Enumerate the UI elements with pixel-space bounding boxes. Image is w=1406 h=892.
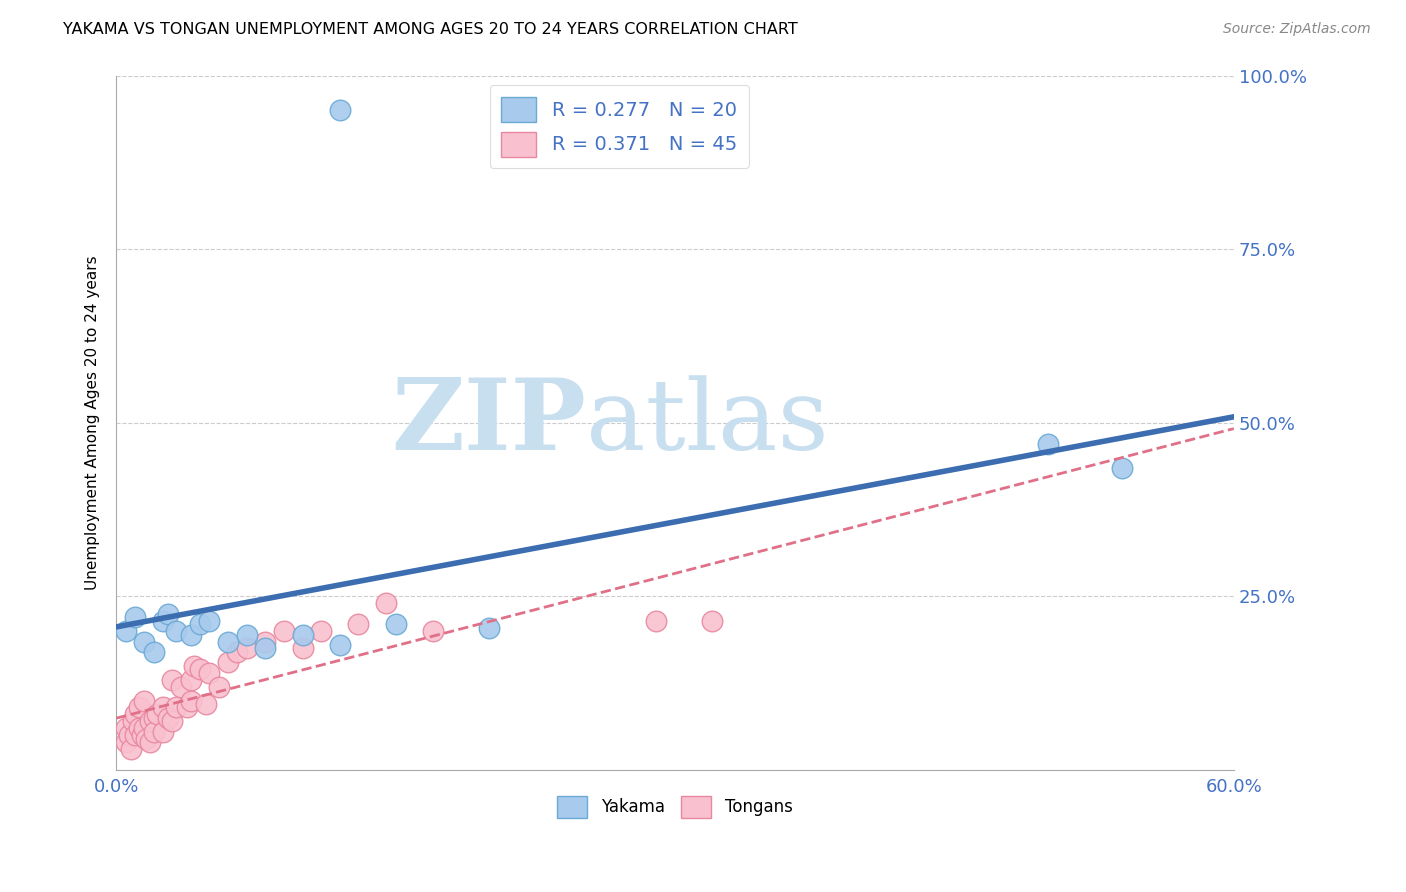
Point [329,638,352,652]
Point [160,673,183,687]
Point [152,614,174,628]
Point [198,665,221,680]
Point [180,693,202,707]
Point [1111,461,1133,475]
Text: Source: ZipAtlas.com: Source: ZipAtlas.com [1223,22,1371,37]
Point [176,700,198,714]
Point [188,617,211,632]
Text: atlas: atlas [586,375,828,471]
Point [165,624,187,639]
Point [157,607,180,621]
Point [131,728,153,742]
Point [124,728,146,742]
Point [235,641,257,656]
Point [114,624,136,639]
Point [254,634,277,648]
Point [180,673,202,687]
Point [422,624,444,639]
Point [226,645,249,659]
Point [208,680,231,694]
Point [384,617,406,632]
Point [478,621,501,635]
Point [217,656,239,670]
Point [122,714,145,729]
Point [114,722,136,736]
Point [254,641,277,656]
Point [114,735,136,749]
Point [142,724,165,739]
Point [152,724,174,739]
Point [291,641,314,656]
Point [134,722,156,736]
Point [194,697,217,711]
Point [160,714,183,729]
Point [120,742,142,756]
Point [347,617,370,632]
Point [134,693,156,707]
Point [128,722,150,736]
Point [139,714,162,729]
Text: ZIP: ZIP [391,375,586,471]
Point [152,700,174,714]
Point [183,658,205,673]
Point [291,627,314,641]
Point [135,731,157,746]
Point [124,610,146,624]
Point [198,614,221,628]
Point [273,624,295,639]
Point [188,662,211,676]
Point [165,700,187,714]
Point [128,700,150,714]
Point [134,634,156,648]
Y-axis label: Unemployment Among Ages 20 to 24 years: Unemployment Among Ages 20 to 24 years [86,255,100,591]
Point [329,103,352,118]
Point [146,707,169,722]
Point [217,634,239,648]
Point [180,627,202,641]
Point [375,596,398,610]
Point [139,735,162,749]
Point [235,627,257,641]
Point [118,728,141,742]
Point [142,645,165,659]
Text: YAKAMA VS TONGAN UNEMPLOYMENT AMONG AGES 20 TO 24 YEARS CORRELATION CHART: YAKAMA VS TONGAN UNEMPLOYMENT AMONG AGES… [63,22,799,37]
Point [142,711,165,725]
Point [124,707,146,722]
Point [157,711,180,725]
Point [170,680,193,694]
Point [1036,436,1059,450]
Legend: Yakama, Tongans: Yakama, Tongans [551,789,799,824]
Point [309,624,332,639]
Point [645,614,668,628]
Point [702,614,724,628]
